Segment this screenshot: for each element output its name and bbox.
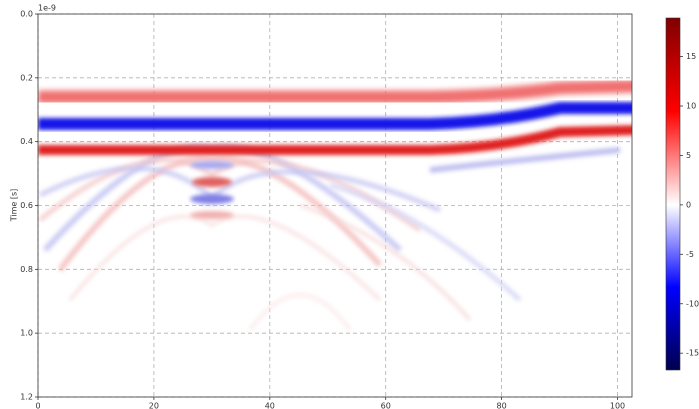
colorbar-tick-label: 5: [686, 151, 691, 160]
x-tick-label: 0: [35, 402, 40, 409]
reflection: [38, 130, 640, 150]
colorbar-tick-label: -10: [686, 299, 699, 308]
x-tick-label: 20: [149, 402, 159, 409]
y-tick-label: 0.8: [20, 265, 33, 274]
reflection: [250, 295, 350, 330]
reflection: [190, 161, 234, 169]
reflection: [190, 211, 234, 219]
colorbar-tick-label: 15: [686, 52, 696, 61]
y-offset-label: 1e-9: [38, 4, 56, 13]
colorbar-tick-label: -5: [686, 250, 694, 259]
y-tick-label: 1.0: [20, 329, 33, 338]
y-tick-label: 1.2: [20, 393, 33, 402]
y-axis-label: Time [s]: [10, 189, 19, 223]
chart: 1e-9 Time [s] 0204060801000.00.20.40.60.…: [0, 0, 699, 409]
colorbar-tick-label: 10: [686, 102, 696, 111]
y-tick-label: 0.0: [20, 10, 33, 19]
colorbar: [666, 18, 680, 370]
colorbar-tick-label: -15: [686, 349, 699, 358]
page: {"chart_data": {"type": "heatmap", "ylab…: [0, 0, 699, 409]
x-tick-label: 40: [265, 402, 275, 409]
reflection: [38, 86, 640, 97]
x-tick-label: 80: [497, 402, 507, 409]
x-tick-label: 60: [381, 402, 391, 409]
reflection: [190, 194, 234, 204]
reflection: [192, 177, 232, 187]
colorbar-tick-label: 0: [686, 200, 691, 209]
grid: [38, 14, 632, 397]
reflection: [38, 108, 640, 124]
radargram: [38, 86, 640, 330]
y-tick-label: 0.6: [20, 201, 33, 210]
x-tick-label: 100: [610, 402, 625, 409]
y-tick-label: 0.4: [20, 137, 33, 146]
reflection: [70, 217, 380, 300]
y-tick-label: 0.2: [20, 73, 33, 82]
